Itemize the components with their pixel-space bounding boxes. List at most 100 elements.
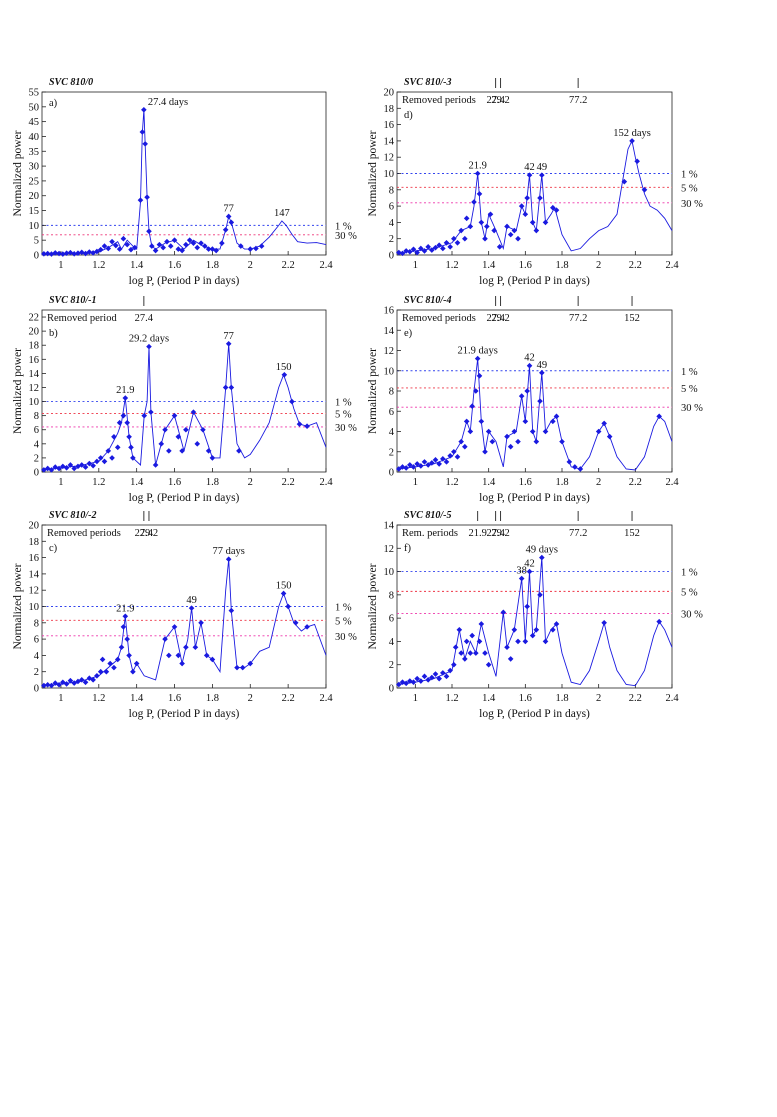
x-tick-label: 1.8: [555, 260, 568, 271]
panel-d: 1 % 5 % 30 % 1 1.2 1.4 1.6 1.8 2 2.2 2.4 0 2 4 6 8 10 12 1…: [367, 77, 703, 287]
data-point: [542, 428, 549, 435]
data-point: [550, 204, 556, 211]
data-point: [280, 590, 287, 597]
significance-label: 5 %: [681, 384, 698, 395]
data-point: [41, 251, 47, 257]
data-point: [225, 341, 232, 347]
y-tick-label: 4: [389, 427, 395, 438]
removed-period-value: 21.9: [468, 528, 486, 539]
data-point: [467, 428, 474, 435]
significance-label: 30 %: [335, 423, 357, 434]
data-point: [507, 656, 514, 662]
y-tick-label: 10: [384, 366, 395, 377]
x-tick-label: 1.8: [555, 693, 568, 704]
data-point: [192, 644, 199, 651]
x-tick-label: 2.4: [319, 693, 333, 704]
power-spectrum-curve: [396, 139, 673, 254]
data-point: [478, 219, 485, 226]
x-tick-label: 2.2: [282, 477, 295, 488]
data-point: [539, 369, 545, 376]
data-point: [219, 240, 225, 246]
data-point: [489, 438, 496, 445]
y-tick-label: 5: [34, 236, 39, 247]
significance-label: 30 %: [335, 632, 357, 643]
data-point: [148, 409, 154, 415]
data-point: [410, 246, 417, 253]
x-tick-label: 2: [248, 260, 253, 271]
data-point: [403, 248, 409, 254]
removed-period-value: 152: [624, 528, 640, 539]
data-point: [149, 243, 155, 249]
peak-label: 21.9 days: [458, 346, 498, 357]
data-point: [82, 464, 89, 470]
data-point: [146, 343, 152, 350]
data-point: [407, 678, 413, 684]
y-tick-label: 12: [384, 153, 395, 164]
data-point: [537, 592, 543, 598]
data-point: [396, 466, 402, 472]
data-point: [162, 636, 168, 642]
y-tick-label: 16: [384, 120, 395, 131]
y-tick-label: 6: [389, 407, 394, 418]
significance-label: 1 %: [681, 568, 698, 579]
data-point: [228, 219, 235, 226]
data-point: [97, 455, 104, 461]
significance-label: 30 %: [335, 231, 357, 242]
y-tick-label: 12: [29, 383, 40, 394]
data-point: [126, 433, 132, 440]
x-tick-label: 2.2: [629, 260, 642, 271]
data-point: [451, 661, 457, 668]
data-point: [194, 441, 201, 447]
panel-title: SVC 810/-1: [49, 295, 97, 306]
data-point: [198, 620, 204, 626]
data-point: [529, 428, 536, 435]
data-point: [522, 211, 529, 218]
x-tick-label: 1.8: [206, 693, 219, 704]
data-point: [476, 638, 483, 645]
data-point: [524, 388, 530, 394]
data-point: [90, 250, 96, 256]
removed-period-value: 27.4: [135, 313, 154, 324]
data-point: [518, 575, 525, 582]
x-tick-label: 1.2: [92, 477, 105, 488]
x-tick-label: 1: [58, 477, 63, 488]
significance-label: 1 %: [681, 367, 698, 378]
data-point: [162, 426, 168, 433]
peak-label: 147: [274, 208, 290, 219]
y-tick-label: 2: [34, 667, 39, 678]
peak-label: 150: [276, 580, 292, 591]
y-tick-label: 2: [389, 234, 394, 245]
y-tick-label: 10: [29, 221, 40, 232]
y-tick-label: 18: [29, 537, 40, 548]
data-point: [403, 465, 409, 471]
data-point: [56, 465, 62, 472]
significance-label: 5 %: [335, 410, 352, 421]
y-tick-label: 2: [34, 453, 39, 464]
data-point: [116, 246, 123, 252]
panel-letter: c): [49, 543, 58, 554]
significance-label: 5 %: [681, 587, 698, 598]
data-point: [452, 644, 459, 651]
x-tick-label: 2: [596, 477, 601, 488]
data-point: [500, 609, 507, 616]
y-axis-label: Normalized power: [367, 130, 379, 216]
peak-label: 152 days: [613, 128, 651, 139]
data-point: [99, 656, 106, 663]
data-point: [171, 412, 178, 419]
data-point: [436, 675, 442, 682]
data-point: [482, 650, 488, 656]
data-point: [432, 244, 439, 251]
peak-label: 21.9: [468, 161, 486, 172]
peak-label: 49 days: [526, 545, 558, 556]
data-point: [124, 636, 130, 642]
data-point: [144, 194, 150, 201]
peak-label: 42: [524, 353, 535, 364]
removed-period-value: 29.2: [491, 313, 509, 324]
data-point: [247, 660, 254, 667]
data-point: [526, 568, 533, 575]
data-point: [656, 413, 662, 420]
data-point: [641, 187, 648, 193]
data-point: [526, 362, 533, 369]
data-point: [471, 199, 477, 205]
data-point: [289, 398, 295, 405]
